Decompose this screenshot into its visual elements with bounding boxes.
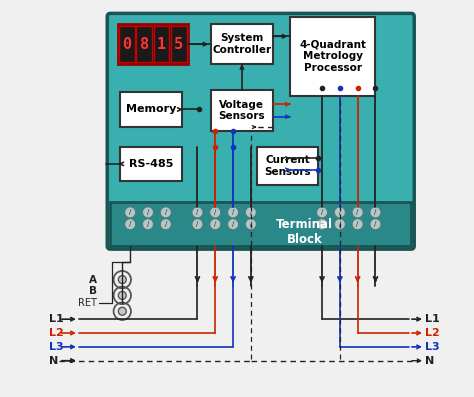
- Circle shape: [246, 219, 256, 230]
- Circle shape: [160, 207, 171, 218]
- Text: /: /: [214, 221, 217, 227]
- Circle shape: [246, 207, 256, 218]
- Circle shape: [210, 207, 221, 218]
- Text: 0: 0: [122, 37, 131, 52]
- Circle shape: [228, 219, 238, 230]
- Text: 5: 5: [174, 37, 183, 52]
- Bar: [154, 26, 169, 62]
- Bar: [120, 92, 182, 127]
- Text: 1: 1: [157, 37, 166, 52]
- Circle shape: [192, 207, 203, 218]
- Bar: [171, 26, 187, 62]
- Text: /: /: [164, 209, 167, 215]
- Circle shape: [352, 207, 363, 218]
- Text: L3: L3: [425, 342, 439, 352]
- Text: L3: L3: [49, 342, 64, 352]
- Text: /: /: [321, 221, 323, 227]
- Text: N: N: [49, 356, 58, 366]
- Text: /: /: [374, 209, 377, 215]
- Circle shape: [210, 219, 221, 230]
- Circle shape: [118, 291, 126, 299]
- Text: 8: 8: [140, 37, 149, 52]
- Circle shape: [125, 219, 136, 230]
- Circle shape: [143, 207, 154, 218]
- Text: /: /: [147, 209, 149, 215]
- Text: B: B: [89, 287, 97, 297]
- Text: L1: L1: [49, 314, 64, 324]
- Text: /: /: [232, 221, 234, 227]
- Circle shape: [192, 219, 203, 230]
- Circle shape: [352, 219, 363, 230]
- Text: Voltage
Sensors: Voltage Sensors: [219, 100, 265, 121]
- Circle shape: [370, 207, 381, 218]
- Text: /: /: [250, 209, 252, 215]
- Text: /: /: [338, 221, 341, 227]
- Text: /: /: [356, 221, 359, 227]
- Text: N: N: [425, 356, 434, 366]
- Circle shape: [370, 219, 381, 230]
- Circle shape: [118, 307, 126, 315]
- Text: Current
Sensors: Current Sensors: [264, 155, 311, 177]
- Text: /: /: [250, 221, 252, 227]
- Text: /: /: [164, 221, 167, 227]
- Text: System
Controller: System Controller: [212, 33, 272, 55]
- Text: /: /: [196, 221, 199, 227]
- Bar: [211, 90, 273, 131]
- Circle shape: [334, 207, 346, 218]
- Bar: [110, 202, 411, 246]
- Text: Memory: Memory: [126, 104, 176, 114]
- Bar: [118, 25, 188, 64]
- FancyBboxPatch shape: [107, 13, 414, 249]
- Bar: [257, 147, 318, 185]
- Bar: [137, 26, 152, 62]
- Text: /: /: [232, 209, 234, 215]
- Circle shape: [125, 207, 136, 218]
- Text: /: /: [338, 209, 341, 215]
- Text: L2: L2: [49, 328, 64, 338]
- Circle shape: [334, 219, 346, 230]
- Bar: [211, 25, 273, 64]
- Circle shape: [143, 219, 154, 230]
- Circle shape: [160, 219, 171, 230]
- Text: A: A: [89, 275, 97, 285]
- Text: /: /: [321, 209, 323, 215]
- Text: /: /: [214, 209, 217, 215]
- Bar: [291, 17, 375, 96]
- Circle shape: [228, 207, 238, 218]
- Text: /: /: [374, 221, 377, 227]
- Text: /: /: [129, 209, 131, 215]
- Text: RS-485: RS-485: [129, 159, 173, 169]
- Text: Terminal
Block: Terminal Block: [276, 218, 333, 246]
- Circle shape: [118, 276, 126, 283]
- Text: /: /: [356, 209, 359, 215]
- Circle shape: [317, 219, 328, 230]
- Text: /: /: [196, 209, 199, 215]
- Text: /: /: [129, 221, 131, 227]
- Text: 4-Quadrant
Metrology
Processor: 4-Quadrant Metrology Processor: [300, 39, 366, 73]
- Text: L2: L2: [425, 328, 440, 338]
- Text: L1: L1: [425, 314, 440, 324]
- Text: RET: RET: [78, 298, 97, 308]
- Circle shape: [317, 207, 328, 218]
- Bar: [119, 26, 135, 62]
- Text: /: /: [147, 221, 149, 227]
- Bar: [120, 147, 182, 181]
